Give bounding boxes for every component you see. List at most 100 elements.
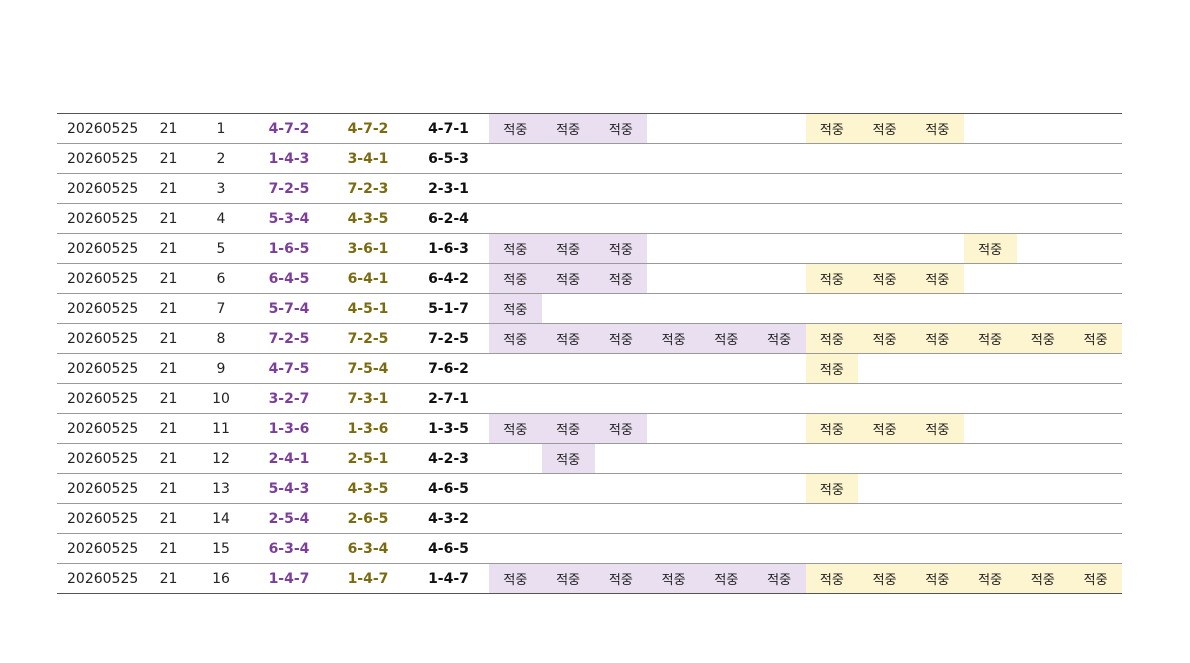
hit-cell: 적중 (489, 113, 542, 144)
hit-cell (1069, 173, 1122, 204)
cell: 2-7-1 (408, 383, 489, 414)
hit-cell (963, 503, 1017, 534)
hit-cell (963, 353, 1017, 384)
hit-cell: 적중 (541, 263, 595, 294)
table-row: 20260525 21 6 6-4-5 6-4-1 6-4-2 적중 적중 적중 적중 적중 적중 (57, 263, 1122, 294)
hit-cell (858, 533, 911, 564)
hit-cell (752, 533, 806, 564)
hit-cell: 적중 (1016, 323, 1070, 354)
hit-cell (805, 203, 859, 234)
hit-cell: 적중 (1016, 563, 1070, 594)
hit-cell (1016, 263, 1070, 294)
hit-cell: 적중 (541, 443, 595, 474)
hit-cell: 적중 (541, 233, 595, 264)
hit-cell: 적중 (541, 323, 595, 354)
hit-cell (911, 233, 964, 264)
cell: 1-4-7 (250, 563, 328, 594)
hit-cell (752, 263, 806, 294)
hit-cell (752, 173, 806, 204)
hit-cell: 적중 (541, 113, 595, 144)
hit-cell: 적중 (963, 563, 1017, 594)
hit-cell (647, 233, 700, 264)
hit-cell (963, 293, 1017, 324)
cell: 21 (145, 173, 192, 204)
hit-cell (752, 113, 806, 144)
cell: 1-3-6 (250, 413, 328, 444)
hit-cell (594, 353, 648, 384)
hit-cell (489, 143, 542, 174)
hit-cell: 적중 (963, 233, 1017, 264)
hit-cell (963, 263, 1017, 294)
hit-cell (700, 473, 753, 504)
cell: 2-5-1 (328, 443, 408, 474)
hit-cell (594, 143, 648, 174)
cell: 1-4-7 (328, 563, 408, 594)
hit-cell (752, 413, 806, 444)
cell: 3-4-1 (328, 143, 408, 174)
cell: 21 (145, 203, 192, 234)
cell: 21 (145, 353, 192, 384)
cell: 4-7-2 (328, 113, 408, 144)
hit-cell (805, 143, 859, 174)
cell: 7-3-1 (328, 383, 408, 414)
hit-cell (647, 503, 700, 534)
hit-cell: 적중 (911, 263, 964, 294)
cell: 4-3-2 (408, 503, 489, 534)
cell: 4-5-1 (328, 293, 408, 324)
hit-cell (911, 383, 964, 414)
cell: 20260525 (57, 263, 145, 294)
hit-cell (963, 383, 1017, 414)
hit-cell (1016, 143, 1070, 174)
hit-cell (752, 383, 806, 414)
results-table: 20260525 21 1 4-7-2 4-7-2 4-7-1 적중 적중 적중 적중 적중 적중 20… (57, 113, 1122, 594)
table-row: 20260525 21 15 6-3-4 6-3-4 4-6-5 (57, 533, 1122, 564)
cell: 5-7-4 (250, 293, 328, 324)
cell: 7-2-5 (250, 173, 328, 204)
hit-cell (1069, 263, 1122, 294)
cell: 1-3-6 (328, 413, 408, 444)
hit-cell (489, 383, 542, 414)
cell: 1-4-3 (250, 143, 328, 174)
hit-cell (594, 293, 648, 324)
cell: 4-2-3 (408, 443, 489, 474)
hit-cell (700, 203, 753, 234)
hit-cell (700, 143, 753, 174)
hit-cell: 적중 (752, 563, 806, 594)
hit-cell (541, 293, 595, 324)
hit-cell (963, 443, 1017, 474)
hit-cell (1069, 113, 1122, 144)
cell: 6-3-4 (250, 533, 328, 564)
hit-cell (752, 293, 806, 324)
hit-cell (594, 383, 648, 414)
hit-cell: 적중 (911, 113, 964, 144)
hit-cell (700, 503, 753, 534)
hit-cell (700, 353, 753, 384)
cell: 21 (145, 293, 192, 324)
hit-cell (1069, 383, 1122, 414)
table-row: 20260525 21 8 7-2-5 7-2-5 7-2-5 적중 적중 적중 적중 적중 적중 적중… (57, 323, 1122, 354)
cell: 6-4-5 (250, 263, 328, 294)
hit-cell: 적중 (647, 563, 700, 594)
cell: 6-5-3 (408, 143, 489, 174)
hit-cell (700, 113, 753, 144)
hit-cell: 적중 (594, 263, 648, 294)
table-row: 20260525 21 5 1-6-5 3-6-1 1-6-3 적중 적중 적중 적중 (57, 233, 1122, 264)
cell: 4-3-5 (328, 203, 408, 234)
table-row: 20260525 21 10 3-2-7 7-3-1 2-7-1 (57, 383, 1122, 414)
cell: 21 (145, 263, 192, 294)
cell: 7-2-5 (328, 323, 408, 354)
hit-cell (963, 413, 1017, 444)
cell: 1-6-3 (408, 233, 489, 264)
cell: 21 (145, 473, 192, 504)
cell: 21 (145, 323, 192, 354)
hit-cell: 적중 (858, 563, 911, 594)
hit-cell (911, 503, 964, 534)
hit-cell: 적중 (805, 563, 859, 594)
hit-cell: 적중 (489, 563, 542, 594)
hit-cell: 적중 (805, 353, 859, 384)
hit-cell (911, 533, 964, 564)
cell: 4-7-5 (250, 353, 328, 384)
hit-cell: 적중 (541, 413, 595, 444)
cell: 5-3-4 (250, 203, 328, 234)
hit-cell: 적중 (963, 323, 1017, 354)
